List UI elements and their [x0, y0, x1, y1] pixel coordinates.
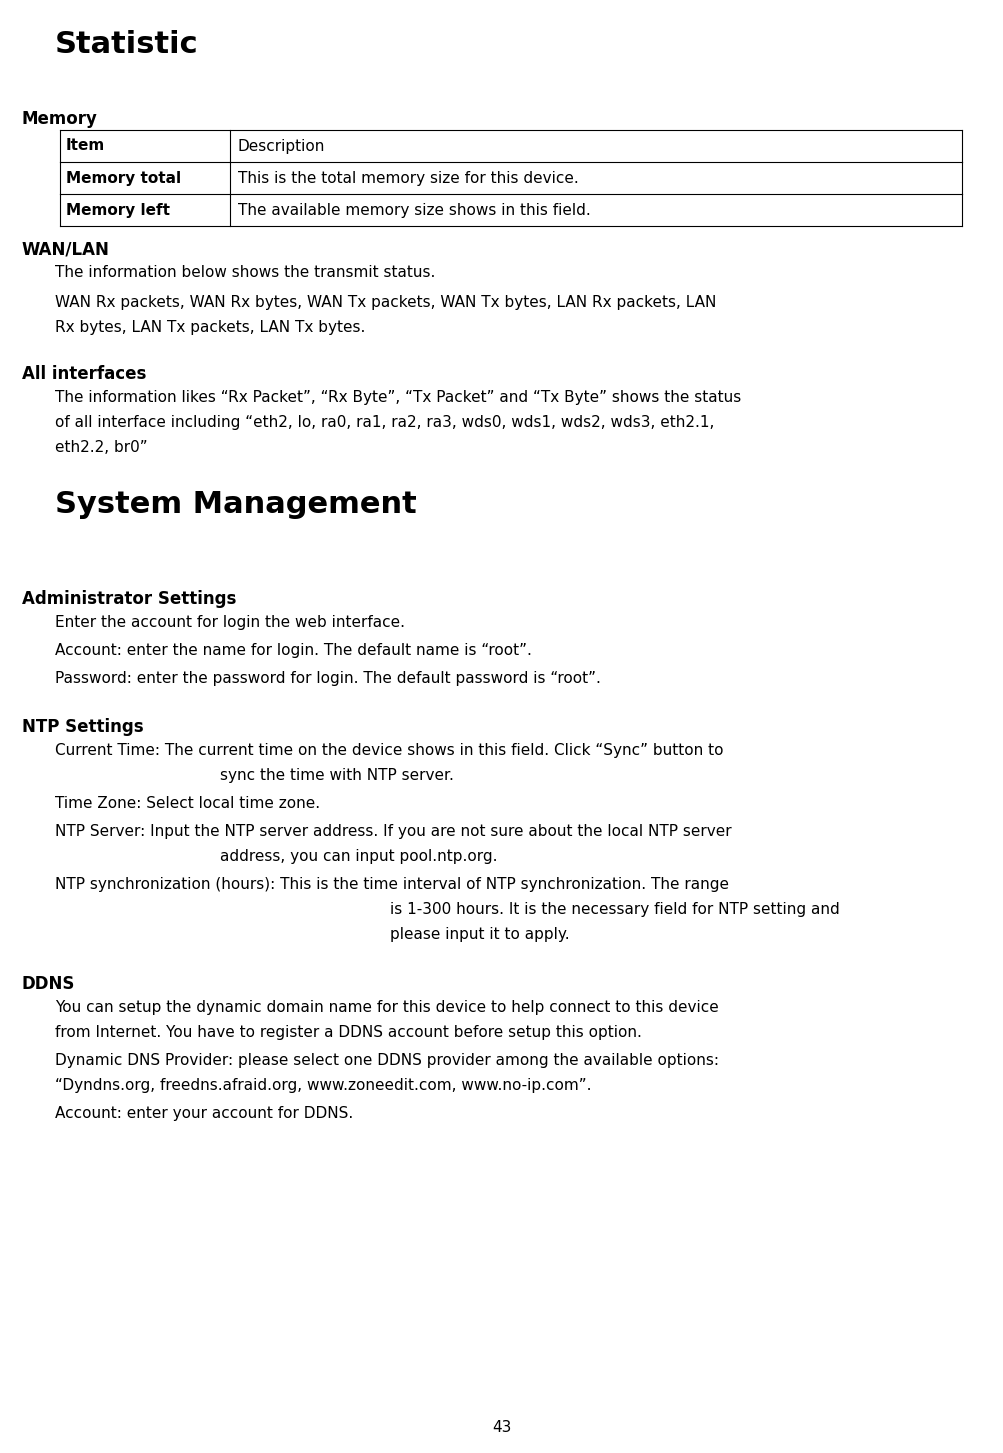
- Text: Enter the account for login the web interface.: Enter the account for login the web inte…: [55, 615, 404, 631]
- Text: System Management: System Management: [55, 490, 416, 519]
- Text: Item: Item: [66, 138, 105, 154]
- Text: Current Time: The current time on the device shows in this field. Click “Sync” b: Current Time: The current time on the de…: [55, 742, 723, 758]
- Text: is 1-300 hours. It is the necessary field for NTP setting and: is 1-300 hours. It is the necessary fiel…: [389, 902, 839, 917]
- Text: Memory total: Memory total: [66, 170, 181, 186]
- Text: WAN Rx packets, WAN Rx bytes, WAN Tx packets, WAN Tx bytes, LAN Rx packets, LAN: WAN Rx packets, WAN Rx bytes, WAN Tx pac…: [55, 295, 716, 309]
- Text: WAN/LAN: WAN/LAN: [22, 240, 109, 259]
- Text: please input it to apply.: please input it to apply.: [389, 927, 569, 942]
- Text: The information likes “Rx Packet”, “Rx Byte”, “Tx Packet” and “Tx Byte” shows th: The information likes “Rx Packet”, “Rx B…: [55, 389, 740, 405]
- Text: NTP Settings: NTP Settings: [22, 718, 143, 737]
- Text: The information below shows the transmit status.: The information below shows the transmit…: [55, 264, 435, 280]
- Text: Memory: Memory: [22, 110, 97, 128]
- Text: from Internet. You have to register a DDNS account before setup this option.: from Internet. You have to register a DD…: [55, 1024, 641, 1040]
- Text: sync the time with NTP server.: sync the time with NTP server.: [220, 769, 453, 783]
- Text: NTP Server: Input the NTP server address. If you are not sure about the local NT: NTP Server: Input the NTP server address…: [55, 824, 731, 838]
- Text: Memory left: Memory left: [66, 202, 170, 218]
- Text: Time Zone: Select local time zone.: Time Zone: Select local time zone.: [55, 796, 320, 811]
- Text: address, you can input pool.ntp.org.: address, you can input pool.ntp.org.: [220, 849, 497, 865]
- Text: Statistic: Statistic: [55, 31, 199, 60]
- Text: Account: enter your account for DDNS.: Account: enter your account for DDNS.: [55, 1106, 353, 1122]
- Text: DDNS: DDNS: [22, 975, 75, 992]
- Text: All interfaces: All interfaces: [22, 365, 146, 384]
- Text: eth2.2, br0”: eth2.2, br0”: [55, 440, 147, 455]
- Text: “Dyndns.org, freedns.afraid.org, www.zoneedit.com, www.no-ip.com”.: “Dyndns.org, freedns.afraid.org, www.zon…: [55, 1078, 591, 1093]
- Text: You can setup the dynamic domain name for this device to help connect to this de: You can setup the dynamic domain name fo…: [55, 1000, 718, 1016]
- Text: This is the total memory size for this device.: This is the total memory size for this d…: [238, 170, 578, 186]
- Text: Rx bytes, LAN Tx packets, LAN Tx bytes.: Rx bytes, LAN Tx packets, LAN Tx bytes.: [55, 320, 365, 336]
- Text: Dynamic DNS Provider: please select one DDNS provider among the available option: Dynamic DNS Provider: please select one …: [55, 1053, 718, 1068]
- Text: NTP synchronization (hours): This is the time interval of NTP synchronization. T: NTP synchronization (hours): This is the…: [55, 878, 728, 892]
- Text: Administrator Settings: Administrator Settings: [22, 590, 236, 607]
- Text: Description: Description: [238, 138, 325, 154]
- Text: of all interface including “eth2, lo, ra0, ra1, ra2, ra3, wds0, wds1, wds2, wds3: of all interface including “eth2, lo, ra…: [55, 416, 714, 430]
- Text: Account: enter the name for login. The default name is “root”.: Account: enter the name for login. The d…: [55, 644, 532, 658]
- Text: Password: enter the password for login. The default password is “root”.: Password: enter the password for login. …: [55, 671, 600, 686]
- Text: The available memory size shows in this field.: The available memory size shows in this …: [238, 202, 590, 218]
- Text: 43: 43: [491, 1420, 512, 1436]
